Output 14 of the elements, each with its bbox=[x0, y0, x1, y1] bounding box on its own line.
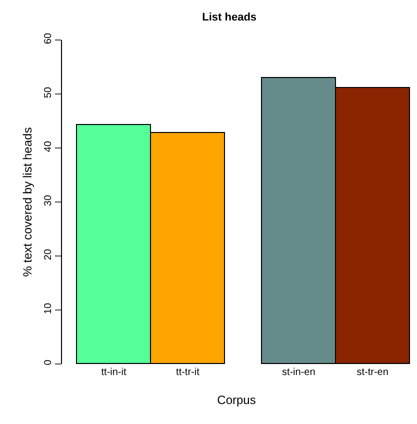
y-tick-label: 50 bbox=[43, 86, 54, 98]
x-tick-label: st-in-en bbox=[282, 367, 316, 378]
x-tick-label: tt-tr-it bbox=[176, 367, 200, 378]
y-tick-label: 0 bbox=[43, 359, 54, 366]
y-axis-title: % text covered by list heads bbox=[20, 127, 34, 277]
y-tick-label: 20 bbox=[43, 248, 54, 260]
y-tick-label: 60 bbox=[43, 32, 54, 44]
y-tick-label: 30 bbox=[43, 194, 54, 206]
x-axis-title: Corpus bbox=[217, 392, 256, 407]
y-tick-label: 10 bbox=[43, 302, 54, 314]
x-tick-label: st-tr-en bbox=[356, 367, 388, 378]
chart-title: List heads bbox=[202, 11, 257, 24]
y-tick-label: 40 bbox=[43, 140, 54, 152]
x-tick-label: tt-in-it bbox=[101, 367, 126, 378]
